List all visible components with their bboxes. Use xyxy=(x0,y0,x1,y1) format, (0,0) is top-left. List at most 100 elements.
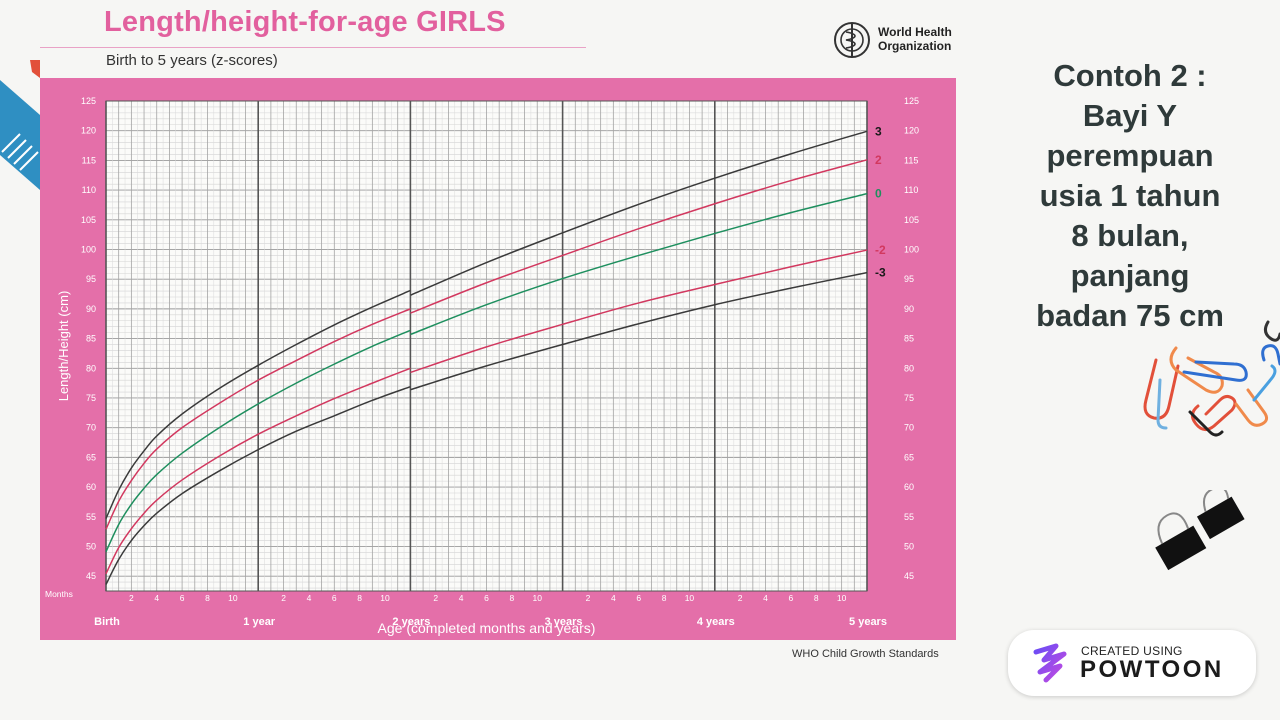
x-minor-tick-label: 4 xyxy=(307,593,312,603)
x-minor-tick-label: 2 xyxy=(129,593,134,603)
series-label-z2: 2 xyxy=(875,153,882,167)
y-tick-label-right: 60 xyxy=(904,482,914,492)
x-minor-tick-label: 6 xyxy=(636,593,641,603)
x-minor-tick-label: 2 xyxy=(586,593,591,603)
y-tick-label-right: 80 xyxy=(904,363,914,373)
series-label-z-2: -2 xyxy=(875,243,886,257)
x-minor-tick-label: 2 xyxy=(738,593,743,603)
y-tick-label-right: 55 xyxy=(904,512,914,522)
x-minor-tick-label: 10 xyxy=(837,593,847,603)
y-tick-label-right: 75 xyxy=(904,393,914,403)
series-label-z0: 0 xyxy=(875,187,882,201)
powtoon-created-label: CREATED USING xyxy=(1081,644,1183,658)
y-tick-label-right: 70 xyxy=(904,423,914,433)
x-minor-tick-label: 10 xyxy=(532,593,542,603)
y-tick-label-right: 100 xyxy=(904,244,919,254)
who-logo: World Health Organization xyxy=(832,20,958,60)
y-tick-label-left: 45 xyxy=(86,571,96,581)
who-emblem-icon xyxy=(834,22,870,58)
chart-subtitle: Birth to 5 years (z-scores) xyxy=(106,52,278,69)
y-tick-label-left: 120 xyxy=(81,126,96,136)
paperclips-illustration xyxy=(1143,320,1280,437)
y-tick-label-left: 90 xyxy=(86,304,96,314)
y-tick-label-left: 70 xyxy=(86,423,96,433)
y-tick-label-right: 125 xyxy=(904,96,919,106)
x-minor-tick-label: 10 xyxy=(380,593,390,603)
x-minor-tick-label: 6 xyxy=(332,593,337,603)
plot-border xyxy=(105,100,868,592)
x-minor-tick-label: 8 xyxy=(509,593,514,603)
series-line-z-2 xyxy=(410,249,868,374)
y-tick-label-left: 80 xyxy=(86,363,96,373)
y-tick-label-right: 95 xyxy=(904,274,914,284)
powtoon-brand-label: POWTOON xyxy=(1080,656,1224,683)
x-unit-label: Months xyxy=(45,589,73,599)
y-tick-label-left: 115 xyxy=(82,155,96,165)
x-minor-tick-label: 6 xyxy=(180,593,185,603)
y-tick-label-left: 110 xyxy=(82,185,96,195)
y-tick-label-right: 90 xyxy=(904,304,914,314)
x-major-tick-label: 2 years xyxy=(392,616,430,628)
x-minor-tick-label: 2 xyxy=(433,593,438,603)
y-tick-label-left: 95 xyxy=(86,274,96,284)
series-label-z3: 3 xyxy=(875,124,882,138)
y-tick-label-right: 50 xyxy=(904,541,914,551)
y-tick-label-left: 100 xyxy=(81,244,96,254)
series-line-z-2 xyxy=(105,367,411,575)
y-tick-label-right: 105 xyxy=(904,215,919,225)
series-line-z2 xyxy=(410,159,868,314)
series-line-z0 xyxy=(410,192,868,336)
chart-title: Length/height-for-age GIRLS xyxy=(104,6,506,38)
who-logo-line1: World Health xyxy=(878,25,952,39)
x-minor-tick-label: 8 xyxy=(205,593,210,603)
y-tick-label-left: 65 xyxy=(86,452,96,462)
x-axis-title: Age (completed months and years) xyxy=(378,620,596,636)
x-major-tick-label: 3 years xyxy=(545,616,583,628)
y-tick-label-left: 75 xyxy=(86,393,96,403)
source-footer: WHO Child Growth Standards xyxy=(792,648,939,660)
x-minor-tick-label: 4 xyxy=(459,593,464,603)
series-line-z-3 xyxy=(410,271,868,391)
series-line-z2 xyxy=(105,308,411,530)
series-line-z0 xyxy=(105,329,411,553)
x-minor-tick-label: 8 xyxy=(357,593,362,603)
example-description: Contoh 2 : Bayi Y perempuan usia 1 tahun… xyxy=(1036,58,1224,333)
series-line-z3 xyxy=(105,289,411,519)
x-minor-tick-label: 4 xyxy=(763,593,768,603)
series-group xyxy=(105,130,868,585)
y-tick-label-left: 125 xyxy=(81,96,96,106)
y-tick-label-right: 45 xyxy=(904,571,914,581)
x-minor-tick-label: 2 xyxy=(281,593,286,603)
y-tick-label-left: 50 xyxy=(86,541,96,551)
series-line-z-3 xyxy=(105,385,411,585)
y-axis-title: Length/Height (cm) xyxy=(56,291,71,402)
binder-clips-illustration xyxy=(1155,490,1245,571)
x-minor-tick-label: 10 xyxy=(228,593,238,603)
x-major-tick-label: Birth xyxy=(94,616,120,628)
grid xyxy=(105,100,868,592)
who-logo-line2: Organization xyxy=(878,39,952,53)
y-tick-label-left: 105 xyxy=(81,215,96,225)
y-tick-label-right: 110 xyxy=(904,185,918,195)
x-minor-tick-label: 8 xyxy=(662,593,667,603)
y-tick-label-right: 65 xyxy=(904,452,914,462)
y-tick-label-right: 85 xyxy=(904,334,914,344)
y-tick-label-left: 60 xyxy=(86,482,96,492)
x-major-tick-label: 4 years xyxy=(697,616,735,628)
y-tick-label-left: 55 xyxy=(86,512,96,522)
x-minor-tick-label: 6 xyxy=(789,593,794,603)
x-minor-tick-label: 8 xyxy=(814,593,819,603)
chart-panel: 45 45 50 50 55 55 60 60 65 65 70 70 75 75 80 80 85 85 90 90… xyxy=(40,78,956,640)
x-minor-tick-label: 4 xyxy=(154,593,159,603)
y-tick-label-left: 85 xyxy=(86,334,96,344)
who-logo-text: World Health Organization xyxy=(878,25,952,53)
title-divider xyxy=(40,47,586,48)
powtoon-badge[interactable]: CREATED USING POWTOON xyxy=(1008,630,1256,696)
x-minor-tick-label: 6 xyxy=(484,593,489,603)
x-major-tick-label: 1 year xyxy=(243,616,276,628)
x-minor-tick-label: 10 xyxy=(685,593,695,603)
powtoon-logo-icon xyxy=(1033,643,1067,683)
